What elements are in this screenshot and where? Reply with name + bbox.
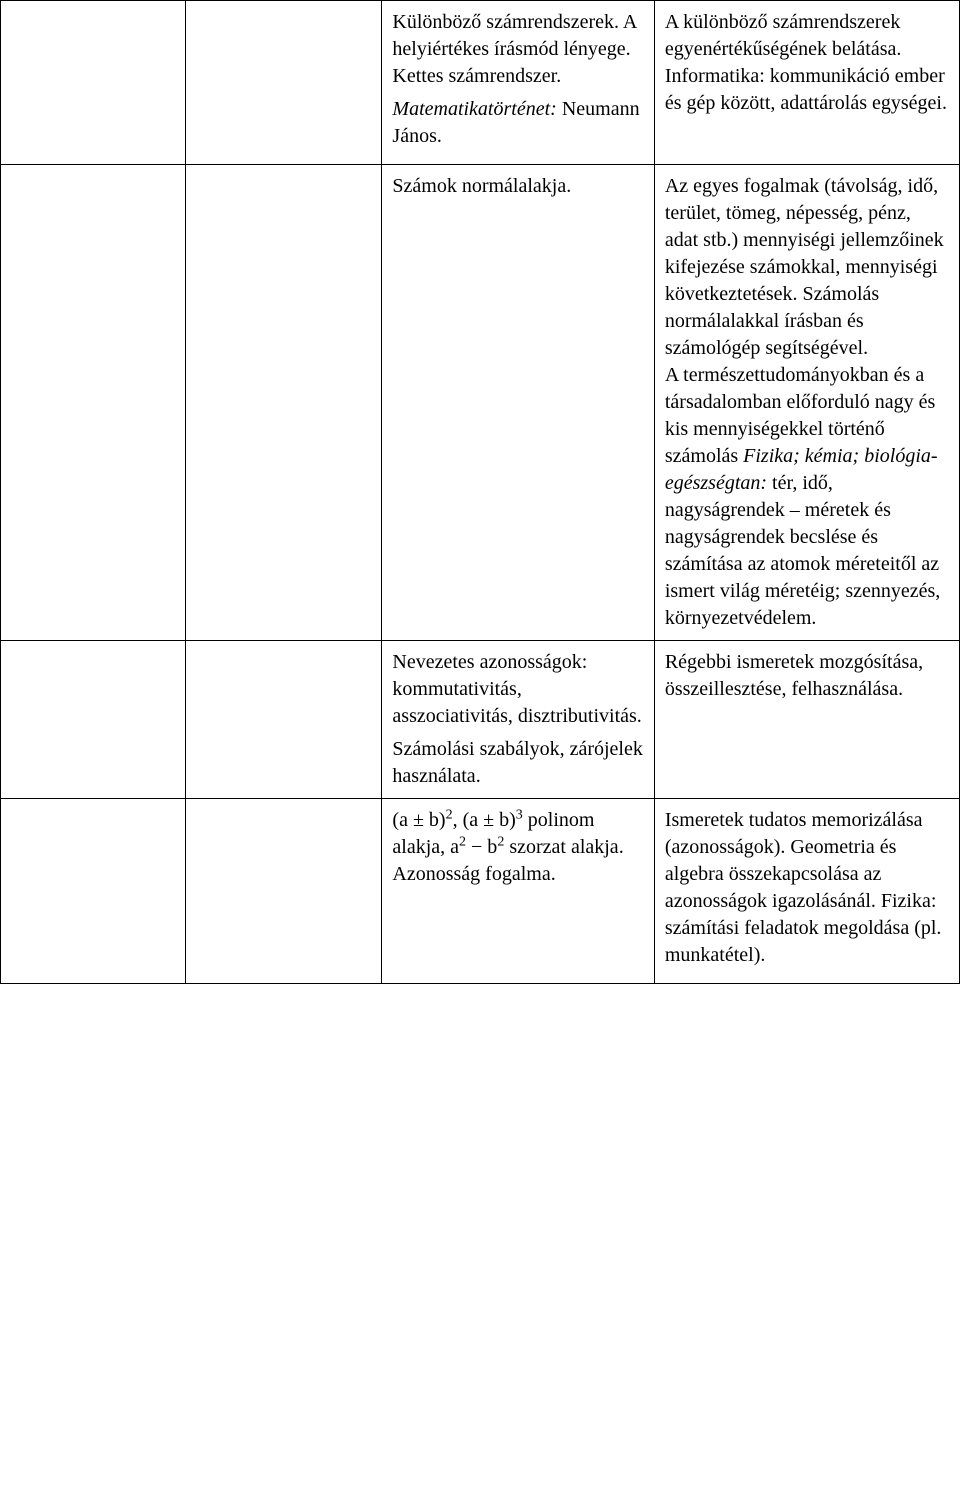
cell-r0-c2 bbox=[186, 1, 382, 165]
formula-text: (a ± b)2, (a ± b)3 polinom alakja, a2 − … bbox=[392, 807, 643, 888]
cell-r2-c3: Nevezetes azonosságok: kommutativitás, a… bbox=[382, 641, 654, 799]
cell-r0-c1 bbox=[1, 1, 186, 165]
paragraph: Számok normálalakja. bbox=[392, 173, 643, 200]
cell-r3-c4: Ismeretek tudatos memorizálása (azonossá… bbox=[654, 799, 959, 984]
superscript: 2 bbox=[446, 807, 453, 822]
text: , (a ± b) bbox=[453, 809, 516, 831]
cell-r2-c4: Régebbi ismeretek mozgósítása, összeille… bbox=[654, 641, 959, 799]
paragraph: Matematikatörténet: Neumann János. bbox=[392, 96, 643, 150]
paragraph: Régebbi ismeretek mozgósítása, összeille… bbox=[665, 649, 949, 703]
text: Az egyes fogalmak (távolság, idő, terüle… bbox=[665, 175, 944, 359]
cell-r1-c3: Számok normálalakja. bbox=[382, 165, 654, 641]
table-row: Számok normálalakja. Az egyes fogalmak (… bbox=[1, 165, 960, 641]
paragraph: A különböző számrendszerek egyenértékűsé… bbox=[665, 9, 949, 117]
paragraph: Nevezetes azonosságok: kommutativitás, a… bbox=[392, 649, 643, 730]
cell-r0-c4: A különböző számrendszerek egyenértékűsé… bbox=[654, 1, 959, 165]
italic-text: Matematikatörténet: bbox=[392, 98, 556, 120]
text: − b bbox=[466, 836, 497, 858]
superscript: 2 bbox=[459, 834, 466, 849]
paragraph: Különböző számrendszerek. A helyiértékes… bbox=[392, 9, 643, 90]
cell-r3-c3: (a ± b)2, (a ± b)3 polinom alakja, a2 − … bbox=[382, 799, 654, 984]
superscript: 3 bbox=[516, 807, 523, 822]
cell-r1-c4: Az egyes fogalmak (távolság, idő, terüle… bbox=[654, 165, 959, 641]
paragraph: Ismeretek tudatos memorizálása (azonossá… bbox=[665, 807, 949, 969]
table-row: Különböző számrendszerek. A helyiértékes… bbox=[1, 1, 960, 165]
cell-r1-c1 bbox=[1, 165, 186, 641]
text: (a ± b) bbox=[392, 809, 445, 831]
cell-r2-c1 bbox=[1, 641, 186, 799]
cell-r3-c2 bbox=[186, 799, 382, 984]
cell-r2-c2 bbox=[186, 641, 382, 799]
curriculum-table: Különböző számrendszerek. A helyiértékes… bbox=[0, 0, 960, 984]
table-row: Nevezetes azonosságok: kommutativitás, a… bbox=[1, 641, 960, 799]
cell-r3-c1 bbox=[1, 799, 186, 984]
text: tér, idő, nagyságrendek – méretek és nag… bbox=[665, 472, 940, 629]
paragraph: Számolási szabályok, zárójelek használat… bbox=[392, 736, 643, 790]
cell-r1-c2 bbox=[186, 165, 382, 641]
cell-r0-c3: Különböző számrendszerek. A helyiértékes… bbox=[382, 1, 654, 165]
table-row: (a ± b)2, (a ± b)3 polinom alakja, a2 − … bbox=[1, 799, 960, 984]
